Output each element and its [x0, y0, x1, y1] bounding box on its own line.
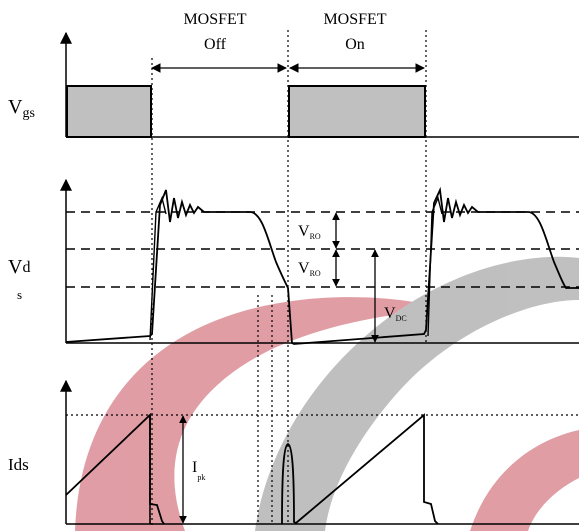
vgs-label: Vgs	[8, 96, 35, 121]
vgs-pulse-1	[67, 86, 151, 137]
ipk-label: Ipk	[192, 459, 205, 482]
on-label-line1: MOSFET	[323, 11, 386, 28]
vro-top-label: VRO	[298, 223, 321, 241]
vds-label: Vd	[8, 256, 30, 278]
off-label-line2: Off	[204, 36, 227, 53]
vgs-pulse-2	[289, 86, 425, 137]
ids-label: Ids	[8, 455, 29, 474]
watermark-red-swoosh-small	[470, 430, 579, 531]
header-labels: MOSFET Off MOSFET On	[183, 11, 386, 53]
vds-label-wrap: s	[17, 287, 22, 302]
off-label-line1: MOSFET	[183, 11, 246, 28]
vro-bottom-label: VRO	[298, 260, 321, 278]
on-label-line2: On	[345, 36, 365, 53]
vgs-panel: Vgs	[8, 33, 579, 137]
